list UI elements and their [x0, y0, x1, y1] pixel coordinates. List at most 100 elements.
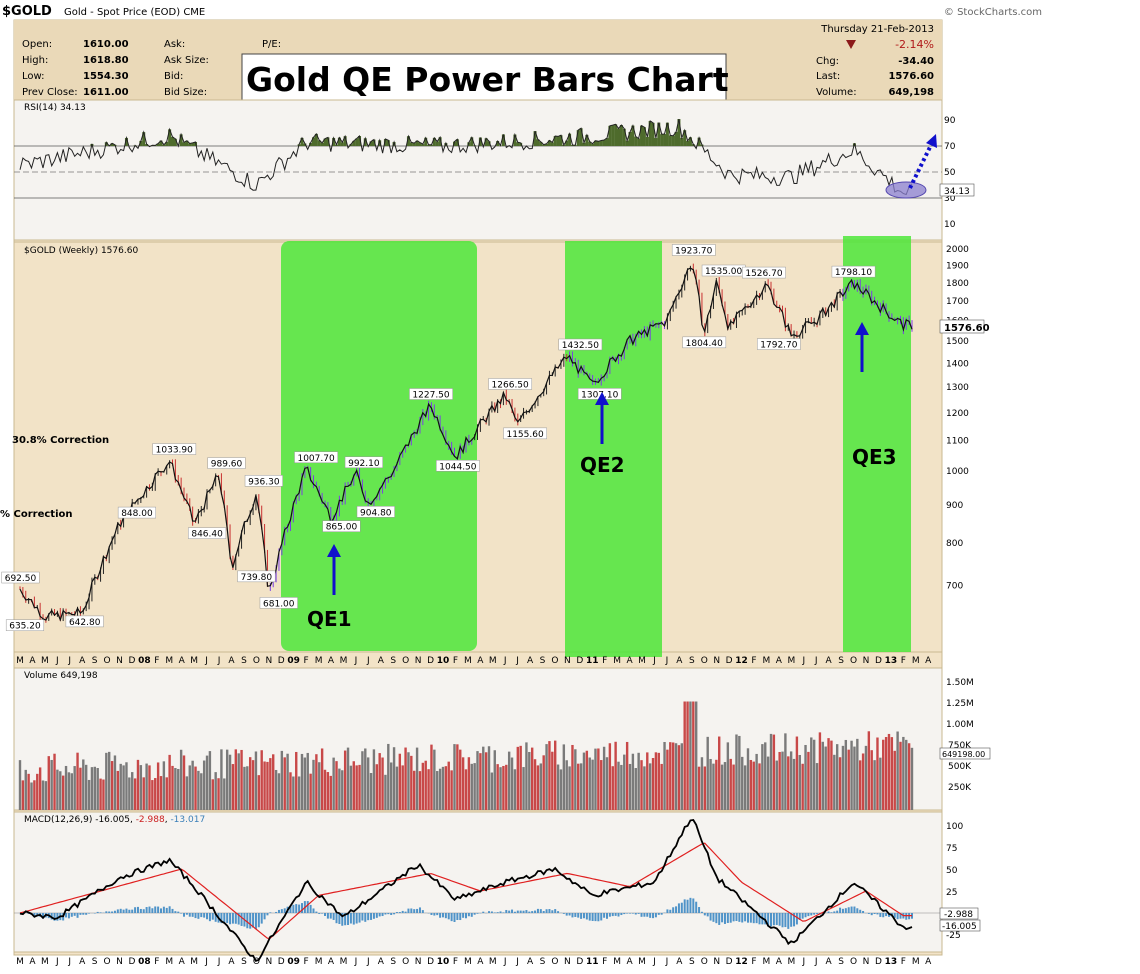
qe1-zone: [281, 241, 477, 651]
volume-bar: [787, 756, 790, 810]
volume-bar: [136, 759, 140, 810]
macd-current-value: -16.005: [942, 922, 977, 932]
volume-bar: [387, 743, 390, 810]
symbol-label: $GOLD: [2, 4, 52, 19]
change-pct: -2.14%: [895, 38, 934, 51]
volume-bar: [890, 737, 894, 810]
x-tick-N: N: [415, 656, 422, 666]
price-label-1227.50: 1227.50: [412, 391, 449, 401]
volume-bar: [548, 741, 551, 810]
volume-bar: [84, 764, 88, 810]
price-label-box: [488, 378, 533, 390]
volume-panel-label: Volume 649,198: [24, 671, 98, 681]
volume-bar: [533, 759, 537, 810]
price-axis-ticks: 2000190018001700160015001400130012001100…: [946, 245, 969, 592]
volume-bar: [530, 747, 534, 810]
rsi-overbought-fills: [90, 119, 856, 146]
x-tick-N: N: [713, 656, 720, 666]
x-tick-N: N: [415, 957, 422, 967]
volume-bar: [556, 764, 560, 810]
volume-bar: [461, 757, 465, 810]
volume-bars: [18, 701, 914, 810]
volume-bar: [651, 758, 655, 810]
volume-bar: [358, 764, 361, 810]
price-tick-1200: 1200: [946, 409, 969, 419]
volume-bar: [784, 733, 787, 810]
volume-bar: [519, 745, 522, 810]
volume-bar: [18, 760, 22, 810]
price-label-box: [117, 506, 156, 519]
x-tick-S: S: [241, 656, 247, 666]
price-extreme-labels: 692.50 635.20 642.80 848.00 1033.90 846.40 989…: [1, 244, 876, 632]
x-tick-F: F: [154, 656, 159, 666]
quote-value-prev-close: 1611.00: [83, 87, 129, 98]
volume-bar: [810, 737, 813, 810]
volume-bar: [59, 771, 62, 810]
volume-bar: [628, 763, 632, 810]
volume-bar: [24, 769, 27, 810]
volume-bar: [343, 750, 347, 810]
volume-bar: [372, 749, 376, 810]
quote-value-high: 1618.80: [83, 55, 129, 66]
volume-bar: [749, 759, 753, 810]
volume-bar: [807, 751, 810, 810]
correction-label-2: % Correction: [0, 509, 72, 520]
volume-bar: [436, 771, 439, 810]
stats-block: Thursday 21-Feb-2013 -2.14% Chg: -34.40 …: [816, 24, 934, 98]
vol-tick-500k: 500K: [948, 762, 972, 772]
price-label-1798.10: 1798.10: [835, 268, 872, 278]
volume-bar: [306, 752, 309, 810]
volume-bar: [424, 760, 427, 810]
x-tick-O: O: [701, 656, 708, 666]
volume-bar: [148, 765, 151, 810]
volume-bar: [231, 764, 235, 810]
volume-bar: [105, 752, 108, 810]
price-label-box: [152, 443, 197, 455]
macd-signal-box: [939, 907, 979, 920]
volume-bar: [269, 758, 272, 810]
price-tick-800: 800: [946, 539, 963, 549]
x-tick-D: D: [576, 957, 583, 967]
vol-current-value: 649198.00: [942, 750, 985, 759]
qe3-zone: [843, 236, 911, 652]
volume-bar: [579, 763, 583, 810]
rsi-tick-10: 10: [944, 220, 956, 230]
price-tick-1900: 1900: [946, 261, 969, 271]
volume-bar: [657, 752, 660, 810]
volume-bar: [404, 747, 407, 810]
rsi-up-arrow-icon: [908, 142, 934, 189]
volume-bar: [260, 750, 263, 810]
book-label-ask: Ask:: [164, 39, 185, 50]
volume-bar: [257, 775, 261, 810]
volume-bar: [234, 749, 238, 810]
price-label-box: [831, 265, 876, 278]
volume-bar: [470, 763, 473, 810]
x-tick-M: M: [190, 656, 198, 666]
volume-bar: [490, 772, 494, 810]
volume-bar: [162, 761, 166, 810]
x-tick-A: A: [179, 656, 186, 666]
volume-bar: [565, 760, 568, 810]
price-label-1266.50: 1266.50: [492, 380, 529, 390]
volume-bar: [188, 765, 191, 810]
macd-tick-25: 25: [946, 888, 957, 898]
volume-bar: [772, 734, 776, 810]
price-panel-label: $GOLD (Weekly) 1576.60: [24, 246, 138, 256]
volume-bar: [44, 781, 48, 810]
volume-bar: [131, 772, 134, 810]
rsi-panel-bg: [13, 99, 943, 241]
volume-bar: [139, 765, 143, 810]
x-tick-N: N: [116, 656, 123, 666]
x-tick-S: S: [390, 656, 396, 666]
volume-bar: [38, 767, 42, 810]
volume-bar: [499, 767, 502, 810]
volume-bar: [473, 763, 476, 810]
price-label-1432.50: 1432.50: [562, 341, 599, 351]
price-label-681.00: 681.00: [263, 599, 295, 609]
stockcharts-brand[interactable]: © StockCharts.com: [944, 7, 1042, 18]
volume-bar: [274, 769, 278, 810]
volume-bar: [522, 767, 525, 810]
vol-current-box: [939, 747, 991, 760]
x-tick-11: 11: [586, 957, 599, 967]
price-label-848.00: 848.00: [121, 509, 153, 519]
